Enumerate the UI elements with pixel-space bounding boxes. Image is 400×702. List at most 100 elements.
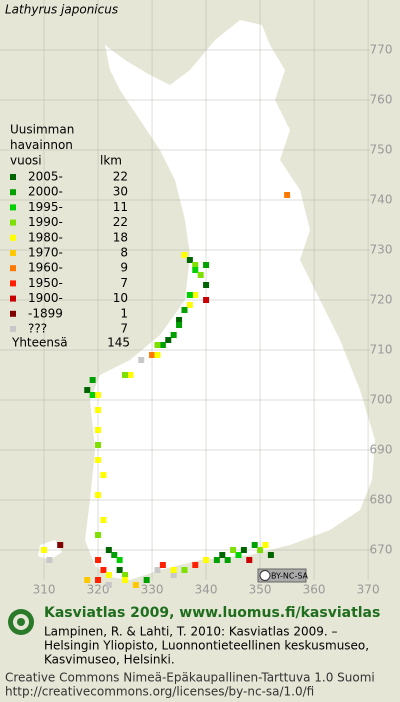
legend-count: 7 <box>120 276 128 290</box>
x-tick-label: 350 <box>249 583 272 597</box>
legend-swatch <box>10 189 16 196</box>
cc-icon <box>259 570 271 581</box>
site-title: Kasviatlas 2009, www.luomus.fi/kasviatla… <box>44 605 380 621</box>
legend-swatch <box>10 234 16 241</box>
sighting-square <box>203 282 210 288</box>
citation-line: Kasvimuseo, Helsinki. <box>44 653 175 667</box>
legend-label: 1995- <box>28 200 63 214</box>
sighting-square <box>122 572 129 578</box>
sighting-square <box>203 557 210 563</box>
legend-label: ??? <box>28 322 47 336</box>
sighting-square <box>95 427 102 433</box>
sighting-square <box>197 272 204 278</box>
sighting-square <box>138 357 145 363</box>
sighting-square <box>170 567 177 573</box>
sighting-square <box>235 552 242 558</box>
y-tick-label: 740 <box>370 193 393 207</box>
legend-count: 30 <box>113 185 128 199</box>
y-tick-label: 680 <box>370 493 393 507</box>
legend-count: 10 <box>113 291 128 305</box>
sighting-square <box>159 342 166 348</box>
sighting-square <box>154 342 161 348</box>
sighting-square <box>154 567 161 573</box>
title: Lathyrus japonicus <box>5 3 118 17</box>
logo <box>8 609 34 635</box>
sighting-square <box>116 557 123 563</box>
legend-label: 1900- <box>28 291 63 305</box>
y-tick-label: 710 <box>370 343 393 357</box>
sighting-square <box>105 547 112 553</box>
sighting-square <box>95 392 102 398</box>
sighting-square <box>181 307 188 313</box>
y-tick-label: 770 <box>370 43 393 57</box>
sighting-square <box>95 557 102 563</box>
sighting-square <box>186 292 193 298</box>
legend-count: 7 <box>120 322 128 336</box>
sighting-square <box>95 457 102 463</box>
legend-swatch <box>10 174 16 180</box>
sighting-square <box>100 517 107 523</box>
legend-count: 9 <box>120 261 128 275</box>
sighting-square <box>154 352 161 358</box>
sighting-square <box>100 567 107 573</box>
legend-label: 2000- <box>28 185 63 199</box>
y-tick-label: 720 <box>370 293 393 307</box>
x-tick-label: 370 <box>357 583 380 597</box>
sighting-square <box>89 377 96 383</box>
legend-count: 22 <box>113 215 128 229</box>
legend-total-label: Yhteensä <box>11 336 68 350</box>
y-tick-label: 670 <box>370 543 393 557</box>
legend-swatch <box>10 265 16 272</box>
sighting-square <box>111 552 118 558</box>
citation-line: Helsingin Yliopisto, Luonnontieteellinen… <box>44 639 369 653</box>
sighting-square <box>240 547 247 553</box>
y-tick-label: 760 <box>370 93 393 107</box>
legend-count: 22 <box>113 170 128 184</box>
citation-line: Lampinen, R. & Lahti, T. 2010: Kasviatla… <box>44 625 338 639</box>
sighting-square <box>122 372 129 378</box>
sighting-square <box>100 472 107 478</box>
legend-swatch <box>10 280 16 287</box>
sighting-square <box>203 297 210 303</box>
sighting-square <box>41 547 48 553</box>
sighting-square <box>176 317 183 323</box>
sighting-square <box>95 442 102 448</box>
sighting-square <box>95 532 102 538</box>
sighting-square <box>116 567 123 573</box>
legend-header: havainnon <box>10 138 73 152</box>
sighting-square <box>89 392 96 398</box>
legend-label: -1899 <box>28 306 63 320</box>
legend-swatch <box>10 326 16 332</box>
sighting-square <box>176 322 183 328</box>
x-tick-label: 310 <box>33 583 56 597</box>
sighting-square <box>186 302 193 308</box>
sighting-square <box>219 552 226 558</box>
sighting-square <box>95 492 102 498</box>
sighting-square <box>203 262 210 268</box>
legend-count: 11 <box>113 200 128 214</box>
legend-total: 145 <box>107 336 130 350</box>
legend-count: 1 <box>120 306 128 320</box>
sighting-square <box>181 252 188 258</box>
legend-header: Uusimman <box>10 123 74 137</box>
sighting-square <box>84 387 91 393</box>
legend-count-header: lkm <box>100 154 122 168</box>
sighting-square <box>192 262 199 268</box>
y-tick-label: 750 <box>370 143 393 157</box>
legend-label: 1950- <box>28 276 63 290</box>
sighting-square <box>105 582 112 588</box>
license-line: Creative Commons Nimeä-Epäkaupallinen-Ta… <box>5 671 375 685</box>
sighting-square <box>192 562 199 568</box>
sighting-square <box>213 557 220 563</box>
sighting-square <box>127 372 134 378</box>
x-tick-label: 330 <box>141 583 164 597</box>
legend-label: 2005- <box>28 170 63 184</box>
sighting-square <box>251 542 258 548</box>
legend-swatch <box>10 310 16 317</box>
sighting-square <box>165 337 172 343</box>
sighting-square <box>122 577 129 583</box>
x-tick-label: 360 <box>303 583 326 597</box>
sighting-square <box>186 257 193 263</box>
sighting-square <box>57 542 64 548</box>
